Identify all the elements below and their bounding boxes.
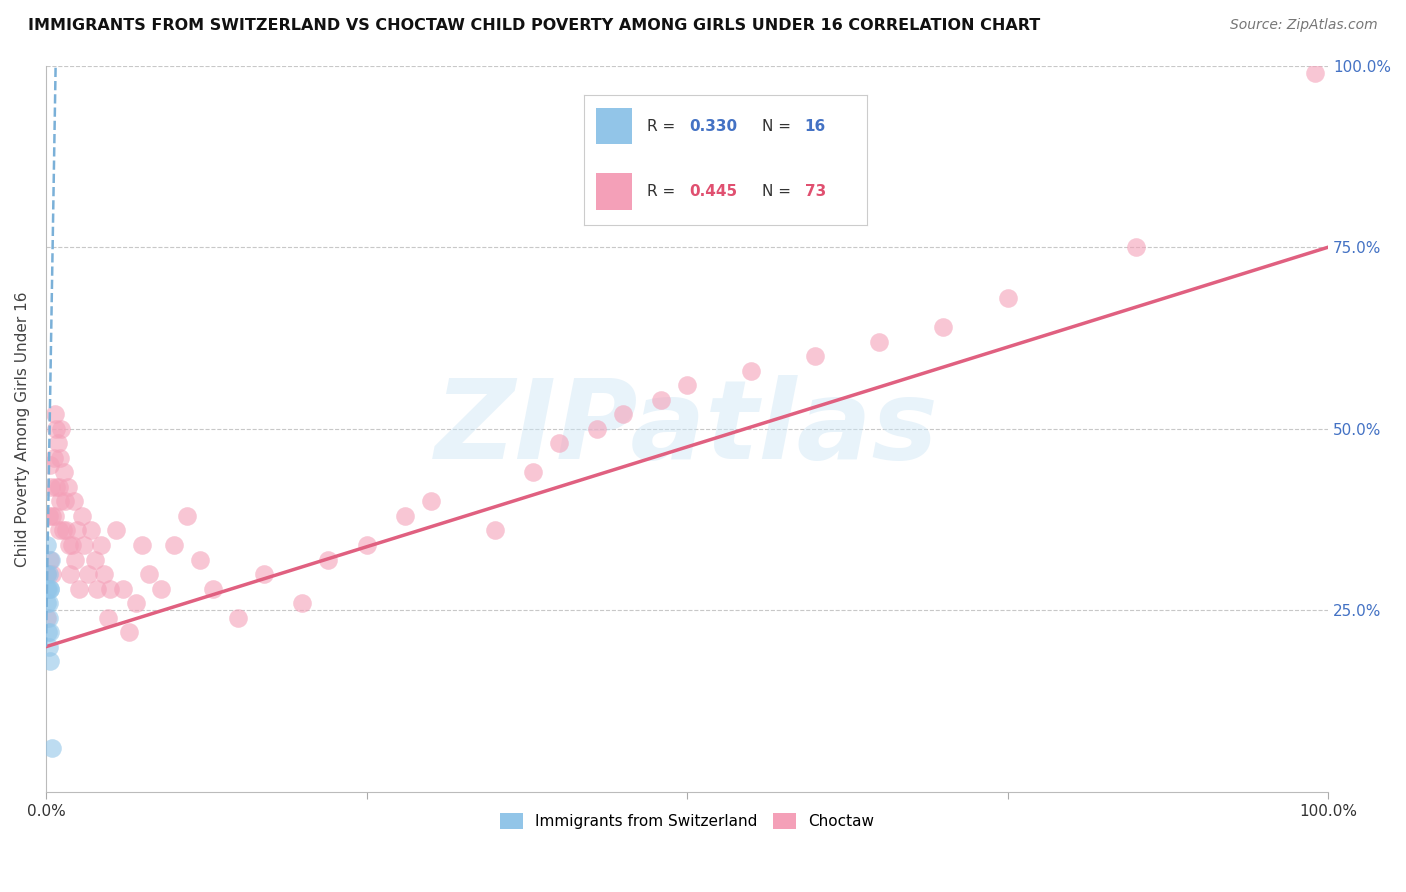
Point: [612, 407, 634, 421]
Point: [37, 582, 59, 596]
Point: [46, 436, 69, 450]
Point: [37, 582, 59, 596]
Point: [38, 552, 60, 566]
Point: [60, 538, 83, 552]
Point: [65, 552, 87, 566]
Point: [66, 524, 89, 538]
Text: IMMIGRANTS FROM SWITZERLAND VS CHOCTAW CHILD POVERTY AMONG GIRLS UNDER 16 CORREL: IMMIGRANTS FROM SWITZERLAND VS CHOCTAW C…: [28, 18, 1040, 33]
Point: [38, 625, 60, 640]
Point: [56, 480, 79, 494]
Point: [394, 508, 416, 523]
Point: [1125, 240, 1147, 254]
Point: [83, 552, 105, 566]
Point: [201, 582, 224, 596]
Point: [39, 480, 62, 494]
Point: [38, 654, 60, 668]
Text: Source: ZipAtlas.com: Source: ZipAtlas.com: [1230, 18, 1378, 32]
Point: [868, 334, 890, 349]
Point: [80, 524, 103, 538]
Point: [547, 436, 569, 450]
Point: [226, 610, 249, 624]
Point: [48, 524, 70, 538]
Point: [39, 582, 62, 596]
Point: [188, 552, 211, 566]
Point: [356, 538, 378, 552]
Text: ZIPatlas: ZIPatlas: [436, 376, 939, 483]
Point: [111, 582, 134, 596]
Point: [42, 450, 65, 465]
Point: [740, 364, 762, 378]
Point: [77, 567, 100, 582]
Point: [58, 538, 80, 552]
Point: [138, 567, 160, 582]
Point: [41, 741, 63, 756]
Point: [522, 466, 544, 480]
Point: [90, 538, 112, 552]
Point: [38, 610, 60, 624]
Point: [38, 582, 60, 596]
Y-axis label: Child Poverty Among Girls Under 16: Child Poverty Among Girls Under 16: [15, 291, 30, 566]
Point: [105, 524, 128, 538]
Point: [45, 422, 67, 436]
Point: [41, 508, 63, 523]
Point: [48, 480, 70, 494]
Point: [52, 524, 75, 538]
Point: [176, 508, 198, 523]
Point: [37, 625, 59, 640]
Point: [586, 422, 609, 436]
Point: [86, 582, 108, 596]
Point: [676, 378, 699, 392]
Legend: Immigrants from Switzerland, Choctaw: Immigrants from Switzerland, Choctaw: [494, 807, 880, 835]
Point: [55, 524, 77, 538]
Point: [59, 567, 82, 582]
Point: [804, 349, 827, 363]
Point: [38, 567, 60, 582]
Point: [37, 567, 59, 582]
Point: [70, 508, 93, 523]
Point: [131, 538, 153, 552]
Point: [96, 610, 118, 624]
Point: [997, 291, 1019, 305]
Point: [52, 466, 75, 480]
Point: [98, 582, 121, 596]
Point: [291, 596, 314, 610]
Point: [38, 508, 60, 523]
Point: [45, 480, 67, 494]
Point: [37, 610, 59, 624]
Point: [253, 567, 276, 582]
Point: [35, 538, 58, 552]
Point: [93, 567, 115, 582]
Point: [53, 494, 76, 508]
Point: [118, 625, 141, 640]
Point: [41, 567, 63, 582]
Point: [51, 422, 73, 436]
Point: [150, 582, 173, 596]
Point: [163, 538, 186, 552]
Point: [37, 596, 59, 610]
Point: [63, 494, 86, 508]
Point: [1305, 66, 1327, 80]
Point: [38, 640, 60, 654]
Point: [67, 582, 90, 596]
Point: [49, 450, 72, 465]
Point: [932, 320, 955, 334]
Point: [49, 494, 72, 508]
Point: [316, 552, 339, 566]
Point: [125, 596, 148, 610]
Point: [38, 458, 60, 472]
Point: [484, 524, 506, 538]
Point: [650, 392, 672, 407]
Point: [38, 596, 60, 610]
Point: [39, 552, 62, 566]
Point: [44, 407, 66, 421]
Point: [73, 538, 96, 552]
Point: [35, 567, 58, 582]
Point: [419, 494, 441, 508]
Point: [44, 508, 66, 523]
